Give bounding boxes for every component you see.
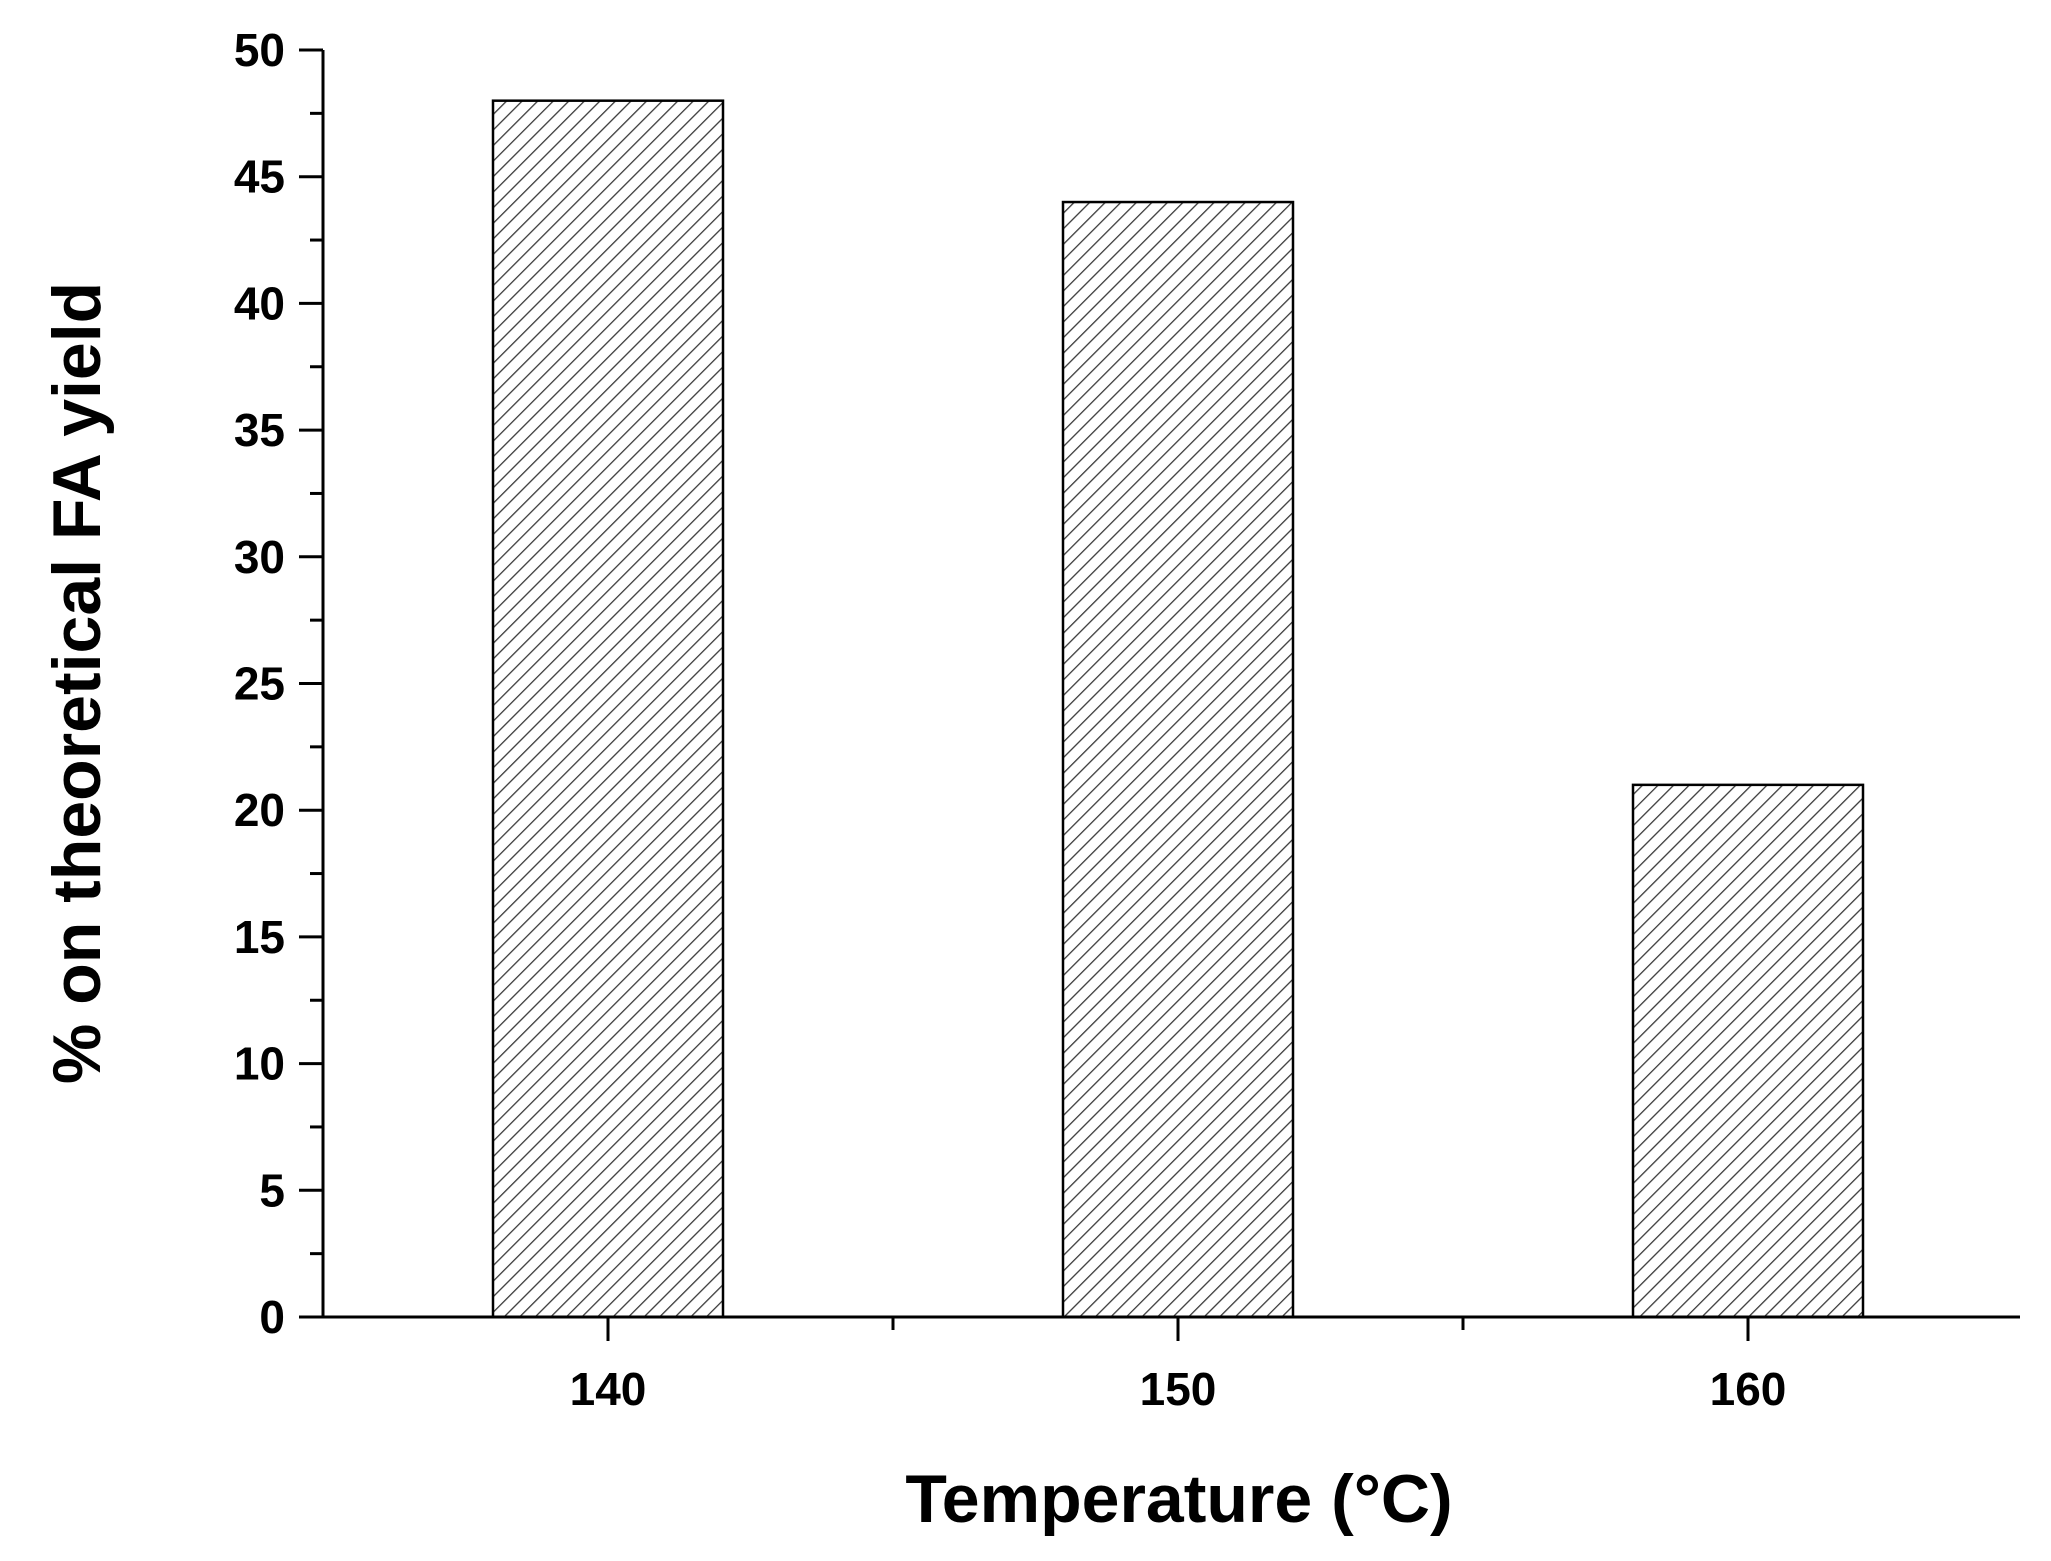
y-tick-label: 45 bbox=[234, 151, 285, 203]
x-tick-label-160: 160 bbox=[1710, 1363, 1787, 1415]
y-tick-label: 40 bbox=[234, 277, 285, 329]
bar-140 bbox=[491, 99, 725, 1319]
bars-group bbox=[491, 99, 1865, 1319]
y-tick-label: 15 bbox=[234, 911, 285, 963]
y-tick-label: 50 bbox=[234, 24, 285, 76]
x-axis-title: Temperature (°C) bbox=[905, 1461, 1452, 1537]
bar-150 bbox=[1061, 200, 1295, 1319]
y-tick-label: 20 bbox=[234, 784, 285, 836]
x-tick-label-150: 150 bbox=[1140, 1363, 1217, 1415]
y-tick-label: 5 bbox=[259, 1164, 285, 1216]
y-axis-title: % on theoretical FA yield bbox=[39, 282, 115, 1084]
y-tick-label: 0 bbox=[259, 1291, 285, 1343]
y-tick-label: 10 bbox=[234, 1038, 285, 1090]
plot-area: 0 5 10 15 20 25 30 35 40 45 50 140 150 160 bbox=[234, 24, 2020, 1415]
bar-160 bbox=[1631, 783, 1865, 1319]
y-tick-label: 30 bbox=[234, 531, 285, 583]
y-axis-ticks: 0 5 10 15 20 25 30 35 40 45 50 bbox=[234, 24, 323, 1343]
y-tick-label: 35 bbox=[234, 404, 285, 456]
x-tick-label-140: 140 bbox=[570, 1363, 647, 1415]
y-tick-label: 25 bbox=[234, 658, 285, 710]
x-axis-ticks: 140 150 160 bbox=[570, 1317, 1787, 1415]
